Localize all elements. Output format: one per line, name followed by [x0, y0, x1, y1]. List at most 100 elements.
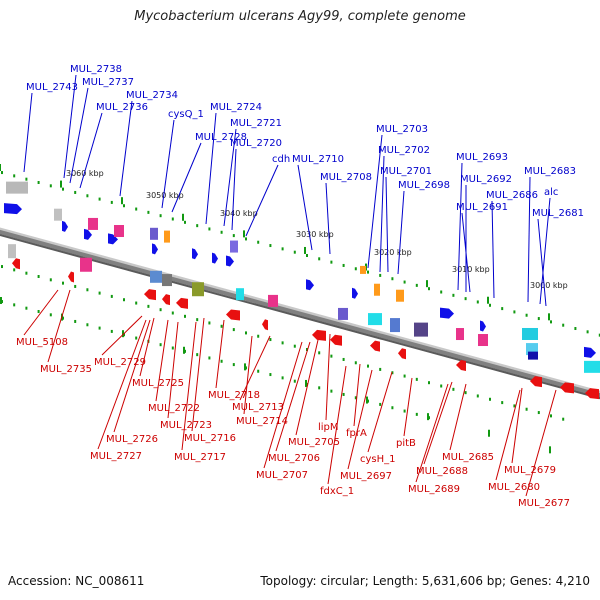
tick-mark	[123, 204, 125, 208]
reverse-gene-label: cysH_1	[360, 454, 396, 465]
forward-gene-arrow	[108, 233, 118, 245]
tick-mark	[269, 244, 272, 248]
tick-mark	[159, 343, 162, 347]
tick-mark	[354, 361, 357, 365]
tick-mark	[415, 377, 418, 381]
gene-block	[396, 289, 404, 302]
tick-mark	[245, 331, 247, 335]
tick-mark	[489, 303, 491, 307]
forward-leader-line	[119, 100, 133, 197]
major-tick	[305, 379, 307, 387]
major-tick	[488, 429, 490, 437]
forward-gene-label: MUL_2686	[486, 190, 538, 201]
tick-mark	[135, 301, 138, 305]
tick-mark	[171, 311, 174, 315]
reverse-gene-arrow	[330, 334, 342, 346]
tick-mark	[428, 381, 430, 385]
major-tick	[0, 297, 2, 304]
scale-labels: 3060 kbp 3050 kbp 3040 kbp 3030 kbp 3020 kbp…	[66, 169, 568, 290]
tick-mark	[98, 326, 101, 330]
tick-mark	[147, 304, 150, 308]
tick-mark	[379, 367, 382, 371]
tick-mark	[220, 359, 223, 363]
reverse-gene-arrow	[176, 297, 188, 309]
gene-block	[360, 265, 366, 274]
tick-mark	[293, 344, 296, 348]
reverse-leader-line	[367, 371, 393, 453]
tick-mark	[367, 270, 369, 274]
tick-mark	[354, 267, 357, 271]
tick-mark	[159, 308, 162, 312]
label-leader-lines	[23, 74, 557, 497]
forward-leader-line	[379, 155, 385, 273]
tick-mark	[586, 330, 589, 334]
reverse-leader-line	[423, 381, 453, 465]
major-tick	[304, 246, 306, 254]
forward-gene-label: MUL_2691	[456, 202, 508, 213]
gene-block	[150, 227, 158, 240]
tick-mark	[37, 309, 40, 313]
tick-mark	[281, 247, 284, 251]
forward-gene-label: MUL_2698	[398, 180, 450, 191]
tick-mark	[293, 379, 296, 383]
forward-gene-label: MUL_2692	[460, 174, 512, 185]
forward-gene-arrow	[4, 203, 22, 215]
reverse-gene-label: MUL_2685	[442, 452, 494, 463]
major-tick	[244, 363, 246, 371]
gene-block	[478, 334, 488, 347]
reverse-leader-line	[511, 387, 523, 464]
tick-mark	[62, 281, 64, 285]
tick-mark	[49, 278, 52, 282]
major-tick	[549, 446, 551, 454]
major-tick	[243, 230, 245, 238]
forward-leader-line	[527, 176, 531, 303]
reverse-leader-line	[243, 335, 253, 415]
tick-mark	[513, 310, 516, 314]
tick-mark	[342, 263, 345, 267]
forward-leader-line	[171, 142, 202, 213]
reverse-leader-line	[525, 389, 557, 497]
reverse-gene-label: MUL_2714	[236, 416, 288, 427]
tick-mark	[562, 417, 565, 421]
tick-mark	[550, 320, 552, 324]
forward-gene-label: MUL_2683	[524, 166, 576, 177]
tick-mark	[525, 407, 528, 411]
gene-block	[584, 360, 600, 373]
reverse-gene-label: MUL_2717	[174, 452, 226, 463]
forward-gene-arrow	[212, 252, 218, 264]
reverse-gene-label: MUL_2723	[160, 420, 212, 431]
tick-mark	[403, 280, 406, 284]
tick-mark	[342, 357, 345, 361]
scale-label: 3030 kbp	[296, 230, 334, 239]
forward-leader-line	[245, 164, 279, 237]
tick-mark	[74, 190, 77, 194]
tick-mark	[489, 397, 491, 401]
tick-mark	[354, 396, 357, 400]
tick-mark	[330, 389, 333, 393]
tick-mark	[306, 348, 308, 352]
gene-block	[522, 327, 538, 340]
tick-mark	[269, 338, 272, 342]
forward-gene-arrow	[226, 255, 234, 267]
forward-leader-line	[79, 112, 103, 189]
tick-mark	[86, 194, 89, 198]
gene-block	[236, 288, 244, 301]
reverse-gene-arrow	[12, 258, 20, 270]
reverse-gene-label: MUL_2716	[184, 433, 236, 444]
scale-label: 3020 kbp	[374, 248, 412, 257]
tick-mark	[159, 214, 162, 218]
tick-mark	[196, 353, 199, 357]
forward-leader-line	[69, 87, 89, 184]
tick-mark	[98, 291, 101, 295]
tick-mark	[452, 293, 455, 297]
forward-gene-label: MUL_2738	[70, 64, 122, 75]
tick-mark	[391, 371, 394, 375]
reverse-gene-arrow	[312, 329, 326, 341]
reverse-leader-line	[47, 289, 71, 363]
reverse-leader-line	[403, 377, 413, 437]
forward-leader-line	[161, 119, 175, 209]
tick-mark	[62, 187, 64, 191]
reverse-gene-label: MUL_2735	[40, 364, 92, 375]
gene-block	[268, 294, 278, 307]
tick-mark	[379, 273, 382, 277]
